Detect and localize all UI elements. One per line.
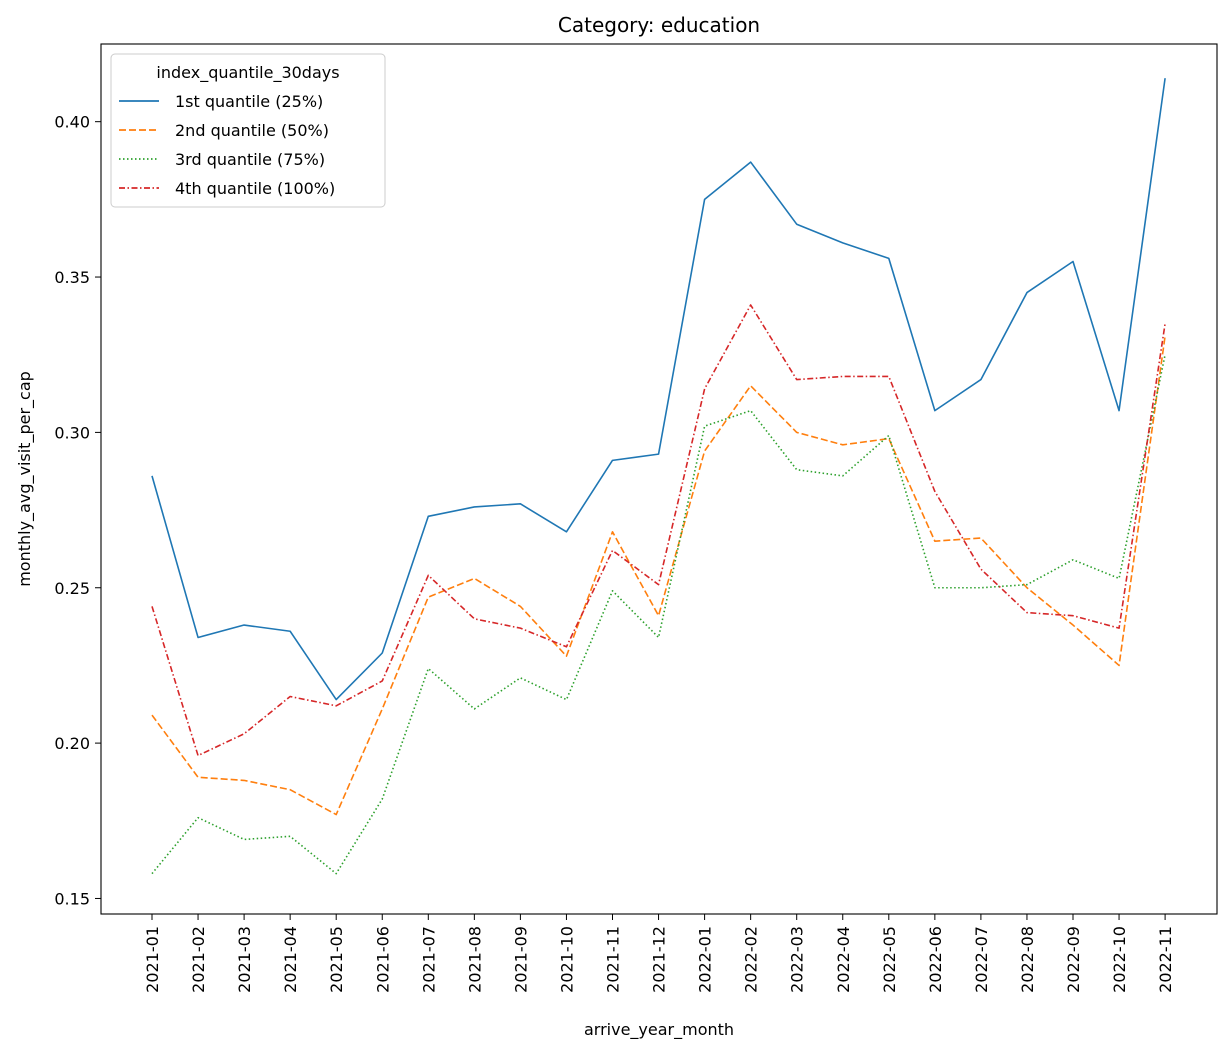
x-tick-label: 2021-10 <box>557 926 576 993</box>
x-tick-label: 2022-07 <box>972 926 991 993</box>
x-tick-label: 2021-02 <box>189 926 208 993</box>
x-tick-label: 2022-06 <box>926 926 945 993</box>
x-axis: 2021-01 2021-02 2021-03 2021-04 2021-05 2021-… <box>143 914 1175 993</box>
x-tick-label: 2022-09 <box>1064 926 1083 993</box>
x-tick-label: 2022-01 <box>696 926 715 993</box>
y-axis: 0.15 0.20 0.25 0.30 0.35 0.40 <box>54 113 101 908</box>
y-tick-label: 0.25 <box>54 579 90 598</box>
x-tick-label: 2021-12 <box>650 926 669 993</box>
y-axis-title: monthly_avg_visit_per_cap <box>15 371 35 587</box>
legend-label-4: 4th quantile (100%) <box>175 179 335 198</box>
y-tick-label: 0.15 <box>54 889 90 908</box>
x-tick-label: 2021-08 <box>465 926 484 993</box>
x-tick-label: 2022-08 <box>1018 926 1037 993</box>
series-line-1 <box>151 78 1166 701</box>
x-tick-label: 2022-05 <box>880 926 899 993</box>
x-tick-label: 2021-11 <box>604 926 623 993</box>
series-line-2 <box>151 335 1166 816</box>
series-group <box>151 78 1166 875</box>
y-tick-label: 0.40 <box>54 113 90 132</box>
legend-box <box>110 53 386 208</box>
y-tick-label: 0.20 <box>54 734 90 753</box>
x-tick-label: 2022-03 <box>788 926 807 993</box>
legend-label-3: 3rd quantile (75%) <box>175 150 325 169</box>
x-tick-label: 2021-06 <box>373 926 392 993</box>
x-tick-label: 2021-03 <box>235 926 254 993</box>
legend-title: index_quantile_30days <box>156 63 339 83</box>
x-tick-label: 2021-07 <box>419 926 438 993</box>
legend: index_quantile_30days 1st quantile (25%) 2… <box>110 53 386 208</box>
series-line-4 <box>151 304 1166 757</box>
x-axis-title: arrive_year_month <box>584 1020 734 1040</box>
legend-label-2: 2nd quantile (50%) <box>175 121 329 140</box>
x-tick-label: 2022-10 <box>1110 926 1129 993</box>
chart-title: Category: education <box>558 13 760 37</box>
x-tick-label: 2021-05 <box>327 926 346 993</box>
legend-label-1: 1st quantile (25%) <box>175 92 323 111</box>
x-tick-label: 2022-04 <box>834 926 853 993</box>
x-tick-label: 2021-04 <box>281 926 300 993</box>
series-line-3 <box>151 354 1166 875</box>
y-tick-label: 0.30 <box>54 423 90 442</box>
x-tick-label: 2021-01 <box>143 926 162 993</box>
y-tick-label: 0.35 <box>54 268 90 287</box>
x-tick-label: 2021-09 <box>511 926 530 993</box>
x-tick-label: 2022-11 <box>1156 926 1175 993</box>
x-tick-label: 2022-02 <box>742 926 761 993</box>
